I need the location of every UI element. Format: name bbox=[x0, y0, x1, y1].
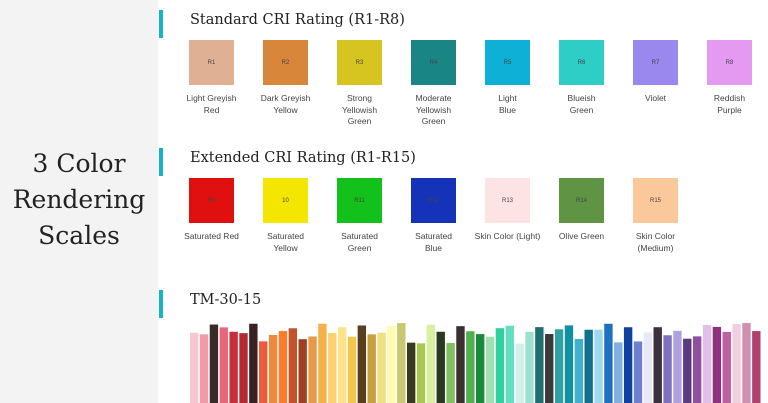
swatch-name: Olive Green bbox=[558, 231, 605, 241]
tm30-bar bbox=[683, 338, 692, 403]
tm30-bar bbox=[604, 323, 613, 403]
swatch-name: Strong Yellowish Green bbox=[341, 93, 378, 126]
color-swatch: R1 bbox=[189, 40, 234, 85]
tm30-bar bbox=[476, 334, 485, 403]
tm30-bar bbox=[298, 339, 307, 403]
tm30-bar bbox=[436, 331, 445, 403]
tm30-bar bbox=[318, 323, 327, 403]
swatch-name: Dark Greyish Yellow bbox=[260, 93, 311, 115]
tm30-bar bbox=[406, 342, 416, 403]
swatch-name: Saturated Blue bbox=[415, 231, 452, 253]
tm30-bar bbox=[387, 325, 396, 403]
tm30-bar bbox=[594, 329, 603, 403]
tm30-bar bbox=[239, 333, 248, 403]
swatch-name: Skin Color (Medium) bbox=[635, 231, 676, 253]
color-swatch: R13 bbox=[485, 178, 530, 223]
section-heading: Standard CRI Rating (R1-R8) bbox=[190, 12, 405, 28]
tm30-bar bbox=[515, 343, 524, 403]
tm30-bar bbox=[268, 334, 278, 403]
tm30-bar bbox=[190, 332, 199, 403]
tm30-bar bbox=[614, 342, 623, 403]
tm30-bar bbox=[722, 331, 731, 403]
tm30-bar bbox=[249, 323, 258, 403]
tm30-bar bbox=[545, 334, 554, 403]
tm30-bar bbox=[337, 327, 347, 403]
swatch-name: Violet bbox=[644, 93, 667, 103]
tm30-bar bbox=[643, 332, 653, 403]
tm30-bar bbox=[702, 324, 712, 403]
tm30-bar bbox=[209, 324, 219, 403]
tm30-bar bbox=[416, 343, 426, 403]
tm30-bar bbox=[742, 323, 751, 403]
tm30-bar bbox=[525, 331, 534, 403]
tm30-bar bbox=[259, 341, 268, 403]
tm30-bar bbox=[653, 327, 662, 403]
tm30-bar bbox=[535, 327, 544, 403]
tm30-bar bbox=[485, 336, 495, 403]
section-heading: TM-30-15 bbox=[190, 292, 262, 308]
tm30-bar bbox=[692, 336, 702, 403]
section-accent bbox=[159, 148, 163, 176]
tm30-bar bbox=[308, 336, 317, 403]
section-accent bbox=[159, 290, 163, 318]
tm30-bar bbox=[278, 331, 288, 403]
color-swatch: R6 bbox=[559, 40, 604, 85]
section-accent bbox=[159, 10, 163, 38]
color-swatch: R11 bbox=[337, 178, 382, 223]
color-swatch: R14 bbox=[559, 178, 604, 223]
page-title: 3 Color Rendering Scales bbox=[12, 149, 146, 250]
swatch-name: Reddish Purple bbox=[713, 93, 746, 115]
tm30-bar bbox=[456, 326, 465, 403]
color-swatch: R7 bbox=[633, 40, 678, 85]
tm30-bar bbox=[199, 334, 209, 403]
tm30-bar bbox=[219, 327, 228, 403]
tm30-bar bbox=[663, 335, 672, 403]
color-swatch: R15 bbox=[633, 178, 678, 223]
swatch-name: Light Blue bbox=[498, 93, 517, 115]
tm30-bar bbox=[633, 341, 643, 403]
color-swatch: R12 bbox=[411, 178, 456, 223]
color-swatch: R8 bbox=[707, 40, 752, 85]
tm30-bar bbox=[554, 329, 564, 403]
tm30-bar bbox=[732, 323, 741, 403]
color-swatch: R5 bbox=[485, 40, 530, 85]
tm30-bar bbox=[712, 326, 722, 403]
tm30-bar bbox=[673, 330, 682, 403]
tm30-bar bbox=[623, 327, 633, 403]
tm30-bar bbox=[446, 343, 455, 403]
swatch-name: Moderate Yellowish Green bbox=[415, 93, 452, 126]
tm30-bar bbox=[466, 331, 475, 403]
color-swatch: R9 bbox=[189, 178, 234, 223]
swatch-name: Blueish Green bbox=[567, 93, 596, 115]
color-swatch: R2 bbox=[263, 40, 308, 85]
tm30-bar bbox=[357, 325, 367, 403]
tm30-bar bbox=[367, 334, 376, 403]
tm30-bar bbox=[426, 324, 436, 403]
swatch-name: Skin Color (Light) bbox=[474, 231, 541, 241]
tm30-bar bbox=[752, 331, 761, 403]
color-swatch: R4 bbox=[411, 40, 456, 85]
tm30-bar bbox=[574, 339, 584, 403]
swatch-name: Saturated Red bbox=[184, 231, 239, 241]
swatch-name: Saturated Green bbox=[341, 231, 378, 253]
tm30-bar bbox=[397, 323, 406, 403]
section-heading: Extended CRI Rating (R1-R15) bbox=[190, 150, 416, 166]
tm30-bar bbox=[564, 325, 574, 403]
swatch-name: Light Greyish Red bbox=[186, 93, 237, 115]
tm30-bar bbox=[495, 328, 505, 403]
tm30-bar bbox=[377, 332, 386, 403]
color-swatch: 10 bbox=[263, 178, 308, 223]
color-swatch: R3 bbox=[337, 40, 382, 85]
tm30-bar bbox=[328, 332, 337, 403]
tm30-bar bbox=[229, 331, 238, 403]
side-panel: 3 Color Rendering Scales bbox=[0, 0, 158, 403]
tm30-bar bbox=[584, 329, 593, 403]
tm30-bar bbox=[505, 325, 514, 403]
tm30-bar bbox=[347, 336, 357, 403]
tm30-bar bbox=[288, 328, 298, 403]
swatch-name: Saturated Yellow bbox=[267, 231, 304, 253]
